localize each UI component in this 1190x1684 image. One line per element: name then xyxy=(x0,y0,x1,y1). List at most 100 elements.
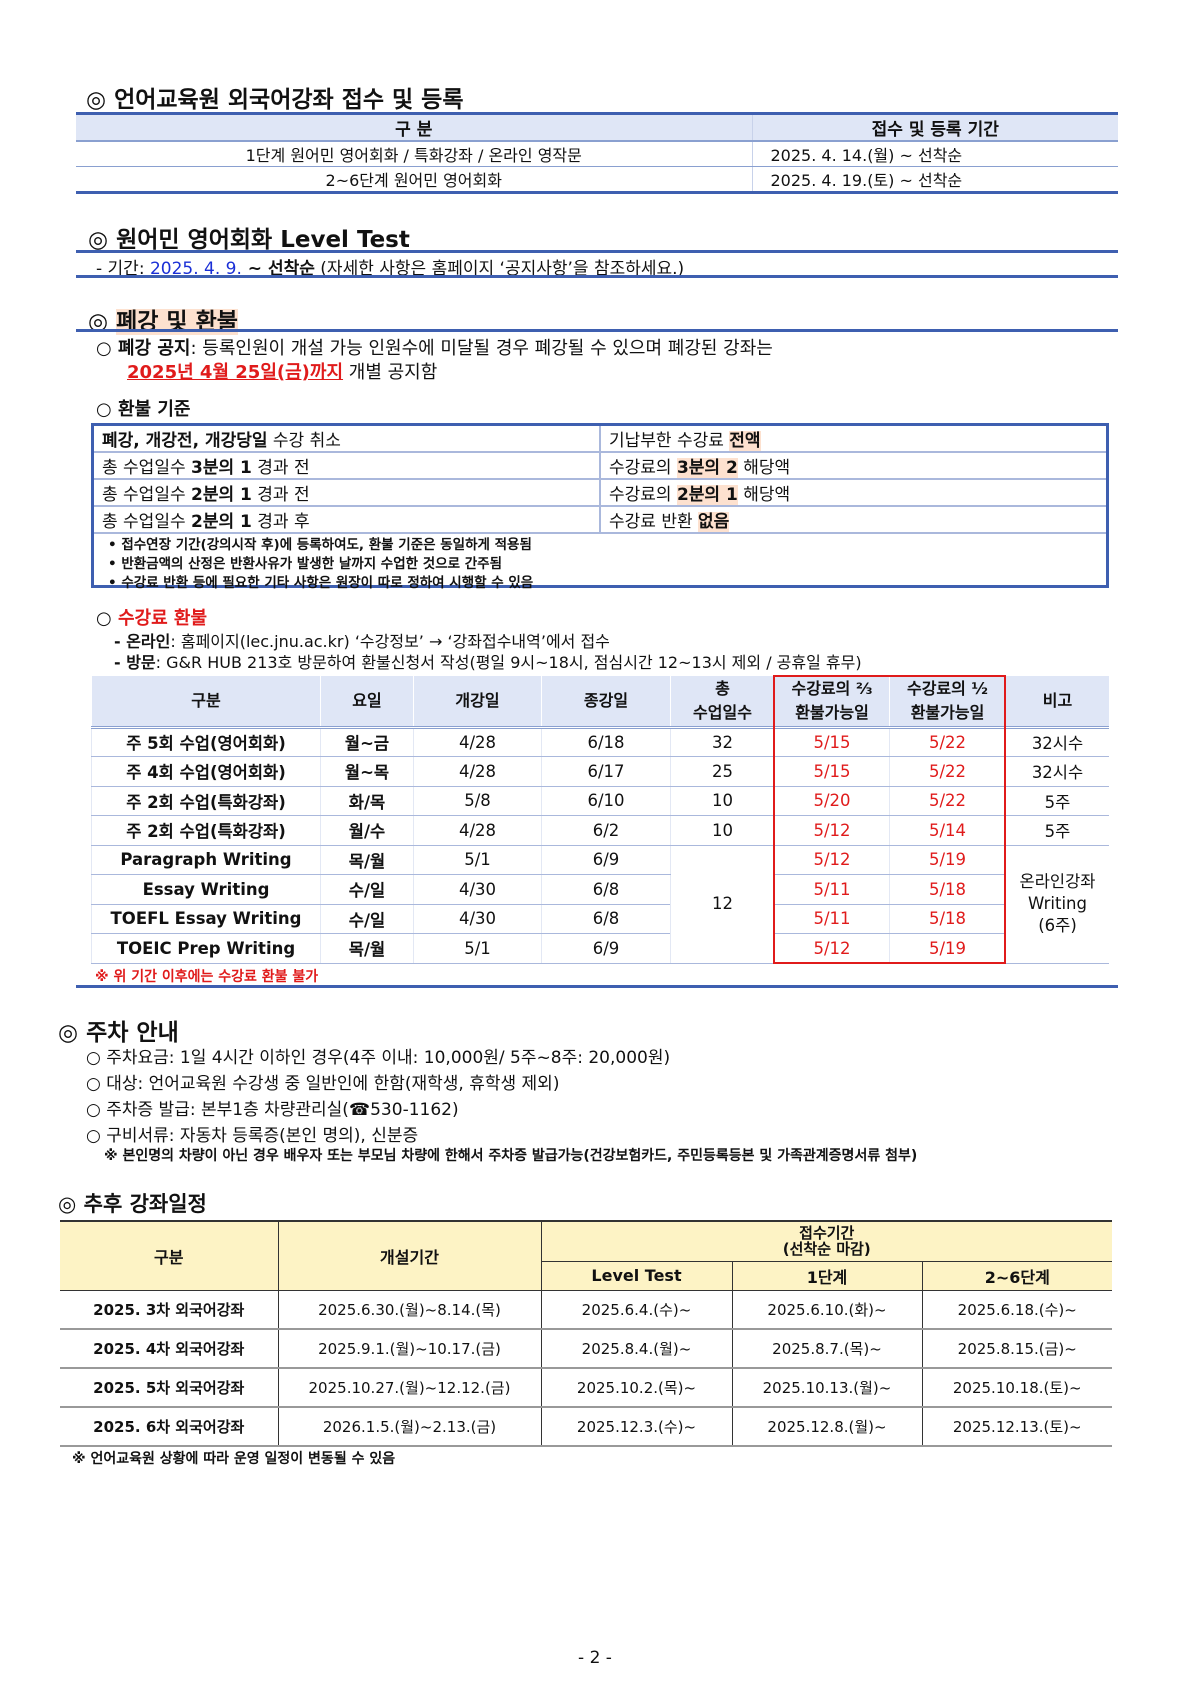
cell: 5/18 xyxy=(889,874,1006,905)
cell: 6/2 xyxy=(541,815,671,846)
cell: 5/15 xyxy=(774,756,890,787)
text: 경과 전 xyxy=(251,485,310,505)
cell: 6/10 xyxy=(541,786,671,816)
cell: Paragraph Writing xyxy=(91,845,321,875)
sublabel: (선착순 마감) xyxy=(782,1240,871,1259)
cell: 32시수 xyxy=(1005,756,1109,787)
cell: 4/30 xyxy=(413,874,542,905)
cell: 5/14 xyxy=(889,815,1006,846)
text: : 홈페이지(lec.jnu.ac.kr) ‘수강정보’ → ‘강좌접수내역’에… xyxy=(170,632,610,651)
col-header: 종강일 xyxy=(541,676,671,729)
refund-criteria-title: ○ 환불 기준 xyxy=(96,399,191,420)
text: 해당액 xyxy=(737,458,791,478)
text: 총 수업일수 xyxy=(102,512,192,532)
cell: 5/19 xyxy=(889,933,1006,964)
refund-note: ※ 위 기간 이후에는 수강료 환불 불가 xyxy=(95,969,319,985)
cell: 5/19 xyxy=(889,845,1006,875)
cell: 2025.10.13.(월)~ xyxy=(731,1368,922,1408)
text: 수강료의 xyxy=(609,458,677,478)
section-title-level-test: ◎ 원어민 영어회화 Level Test xyxy=(88,227,410,253)
cell: 2025.10.18.(토)~ xyxy=(921,1368,1112,1408)
col-header: 접수 및 등록 기간 xyxy=(751,113,1118,142)
section-title-schedule: ◎ 추후 강좌일정 xyxy=(58,1192,207,1216)
cell: 2025.8.7.(목)~ xyxy=(731,1329,922,1369)
col-header: 총 수업일수 xyxy=(670,676,775,729)
label: 접수기간 xyxy=(799,1224,855,1243)
bold: 2분의 1 xyxy=(191,485,252,505)
text: : G&R HUB 213호 방문하여 환불신청서 작성(평일 9시~18시, … xyxy=(155,653,862,672)
text: 총 수업일수 xyxy=(102,458,192,478)
parking-item: ○ 주차증 발급: 본부1층 차량관리실(☎530-1162) xyxy=(86,1100,459,1120)
cell: 12 xyxy=(670,845,775,964)
parking-item: ○ 구비서류: 자동차 등록증(본인 명의), 신분증 xyxy=(86,1126,419,1146)
text: 수강 취소 xyxy=(267,431,341,451)
bullet-item: • 접수연장 기간(강의시작 후)에 등록하여도, 환불 기준은 동일하게 적용… xyxy=(108,537,532,553)
cell: 5주 xyxy=(1005,786,1109,816)
cancel-notice: ○ 폐강 공지: 등록인원이 개설 가능 인원수에 미달될 경우 폐강될 수 있… xyxy=(96,334,773,360)
table-row: 주 2회 수업(특화강좌) 월/수 4/28 6/2 10 5/12 5/14 5주 xyxy=(91,815,1109,846)
text: 해당액 xyxy=(737,485,791,505)
divider xyxy=(76,250,1118,253)
cell: 5/12 xyxy=(774,815,890,846)
refund-condition: 총 수업일수 2분의 1 경과 전 xyxy=(94,479,600,507)
cell: 2025. 6차 외국어강좌 xyxy=(60,1407,278,1447)
cell: 5/8 xyxy=(413,786,542,816)
table-row: Paragraph Writing 목/월 5/1 6/9 12 5/12 5/19 온라인강… xyxy=(91,845,1109,964)
cell: Essay Writing xyxy=(91,874,321,905)
first-come: ~ 선착순 xyxy=(241,259,315,279)
highlight: 2분의 1 xyxy=(676,485,738,505)
cell: 5/18 xyxy=(889,904,1006,934)
col-header: 구분 xyxy=(60,1221,279,1291)
highlight: 없음 xyxy=(698,512,730,532)
cell: 4/28 xyxy=(413,815,542,846)
cell: 2025.6.10.(화)~ xyxy=(731,1290,922,1330)
visit-refund: - 방문: G&R HUB 213호 방문하여 환불신청서 작성(평일 9시~1… xyxy=(114,649,862,673)
label: - 방문 xyxy=(114,653,156,672)
highlight: 3분의 2 xyxy=(676,458,738,478)
bold: 3분의 1 xyxy=(191,458,252,478)
cell: 2025.12.3.(수)~ xyxy=(540,1407,732,1447)
parking-note: ※ 본인명의 차량이 아닌 경우 배우자 또는 부모님 차량에 한해서 주차증 … xyxy=(104,1148,918,1164)
cell: 화/목 xyxy=(320,786,414,816)
divider xyxy=(76,329,1118,332)
text: 경과 후 xyxy=(251,512,310,532)
cell: 2025.8.4.(월)~ xyxy=(540,1329,732,1369)
cell: 2025.6.4.(수)~ xyxy=(540,1290,732,1330)
cell: 10 xyxy=(670,786,775,816)
cell: 5/11 xyxy=(774,904,890,934)
notice-date: 2025년 4월 25일(금)까지 xyxy=(127,362,344,383)
label: ○ 폐강 공지 xyxy=(96,338,191,359)
refund-condition: 폐강, 개강전, 개강당일 수강 취소 xyxy=(94,426,600,453)
col-header-registration: 접수기간 (선착순 마감) xyxy=(540,1221,1112,1262)
table-row: 2025. 5차 외국어강좌 2025.10.27.(월)~12.12.(금) 20… xyxy=(60,1368,1112,1408)
cell: 10 xyxy=(670,815,775,846)
cell: 6/9 xyxy=(541,845,671,875)
divider xyxy=(76,275,1118,278)
cell: 2025. 4차 외국어강좌 xyxy=(60,1329,278,1369)
cell: 5/22 xyxy=(889,756,1006,787)
label: - 온라인 xyxy=(114,632,171,651)
cell: 1단계 원어민 영어회화 / 특화강좌 / 온라인 영작문 xyxy=(76,141,752,167)
cell: 2025. 4. 14.(월) ~ 선착순 xyxy=(751,141,1118,167)
cell: 2025. 4. 19.(토) ~ 선착순 xyxy=(751,166,1118,193)
cell: 4/28 xyxy=(413,756,542,787)
table-row: 2025. 6차 외국어강좌 2026.1.5.(월)~2.13.(금) 2025.… xyxy=(60,1407,1112,1447)
col-header: 개강일 xyxy=(413,676,542,729)
table-row: 주 5회 수업(영어회화) 월~금 4/28 6/18 32 5/15 5/22 32시수 xyxy=(91,727,1109,757)
cell: 수/일 xyxy=(320,904,414,934)
refund-amount: 수강료 반환 없음 xyxy=(599,506,1106,534)
page-number: - 2 - xyxy=(578,1648,612,1668)
cell: 2025.12.13.(토)~ xyxy=(921,1407,1112,1447)
cell: 월/수 xyxy=(320,815,414,846)
cell: 2~6단계 원어민 영어회화 xyxy=(76,166,752,193)
level-test-date: 2025. 4. 9. xyxy=(149,259,242,279)
cell: 32 xyxy=(670,727,775,757)
cell: 2025. 3차 외국어강좌 xyxy=(60,1290,278,1330)
text: 개별 공지함 xyxy=(343,362,438,383)
table-row: TOEIC Prep Writing 목/월 5/1 6/9 5/12 5/19 xyxy=(91,933,1110,964)
registration-table: 구 분 접수 및 등록 기간 1단계 원어민 영어회화 / 특화강좌 / 온라인 … xyxy=(76,112,1118,194)
level-test-period: - 기간: 2025. 4. 9. ~ 선착순 (자세한 사항은 홈페이지 ‘공… xyxy=(96,254,684,279)
cell: 온라인강좌 Writing (6주) xyxy=(1005,845,1109,964)
refund-row: 총 수업일수 3분의 1 경과 전 수강료의 3분의 2 해당액 xyxy=(94,452,1106,480)
col-header: 2~6단계 xyxy=(921,1261,1112,1291)
